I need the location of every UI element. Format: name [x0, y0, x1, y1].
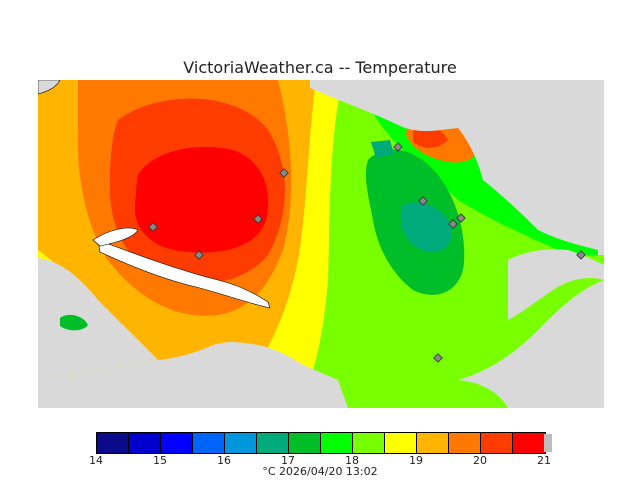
- station-marker: [279, 168, 289, 178]
- water-south-strait: [38, 341, 348, 408]
- station-marker: [418, 196, 428, 206]
- legend-swatch: [417, 433, 449, 453]
- color-legend: [96, 432, 546, 454]
- station-marker: [253, 214, 263, 224]
- legend-shadow: [544, 434, 552, 452]
- legend-swatch: [289, 433, 321, 453]
- water-east: [508, 249, 604, 320]
- water-inlet-head: [92, 227, 139, 247]
- legend-tick-label: 15: [153, 454, 167, 467]
- contour-red: [134, 147, 269, 253]
- station-marker: [448, 219, 458, 229]
- legend-swatch: [481, 433, 513, 453]
- water-se: [458, 280, 604, 408]
- legend-bar: [96, 432, 546, 454]
- station-marker: [576, 250, 586, 260]
- station-markers: [148, 142, 586, 363]
- timestamp-footer: °C 2026/04/20 13:02: [262, 465, 378, 478]
- legend-swatch: [97, 433, 129, 453]
- contour-sw-green: [60, 314, 88, 331]
- legend-tick-label: 20: [473, 454, 487, 467]
- legend-swatch: [225, 433, 257, 453]
- station-marker: [194, 250, 204, 260]
- legend-swatch: [385, 433, 417, 453]
- legend-swatch: [129, 433, 161, 453]
- water-inlet: [97, 239, 271, 309]
- legend-swatch: [193, 433, 225, 453]
- legend-swatch: [449, 433, 481, 453]
- station-marker: [433, 353, 443, 363]
- legend-tick-label: 21: [537, 454, 551, 467]
- water-northeast: [310, 80, 604, 250]
- legend-swatch: [353, 433, 385, 453]
- legend-swatch: [321, 433, 353, 453]
- nw-corner: [38, 80, 61, 95]
- legend-swatch: [257, 433, 289, 453]
- legend-tick-label: 14: [89, 454, 103, 467]
- legend-swatch: [161, 433, 193, 453]
- legend-ticks: 14 15 16 17 18 19 20 21: [89, 454, 551, 468]
- map-title: VictoriaWeather.ca -- Temperature: [183, 58, 457, 77]
- contour-teal-small: [371, 140, 394, 158]
- legend-tick-label: 18: [345, 454, 359, 467]
- legend-swatch: [513, 433, 545, 453]
- water-south: [38, 258, 158, 380]
- station-marker: [393, 142, 403, 152]
- station-marker: [456, 213, 466, 223]
- station-marker: [148, 222, 158, 232]
- legend-tick-label: 19: [409, 454, 423, 467]
- legend-tick-label: 17: [281, 454, 295, 467]
- contour-teal: [400, 202, 452, 253]
- temperature-map: [38, 80, 604, 408]
- legend-tick-label: 16: [217, 454, 231, 467]
